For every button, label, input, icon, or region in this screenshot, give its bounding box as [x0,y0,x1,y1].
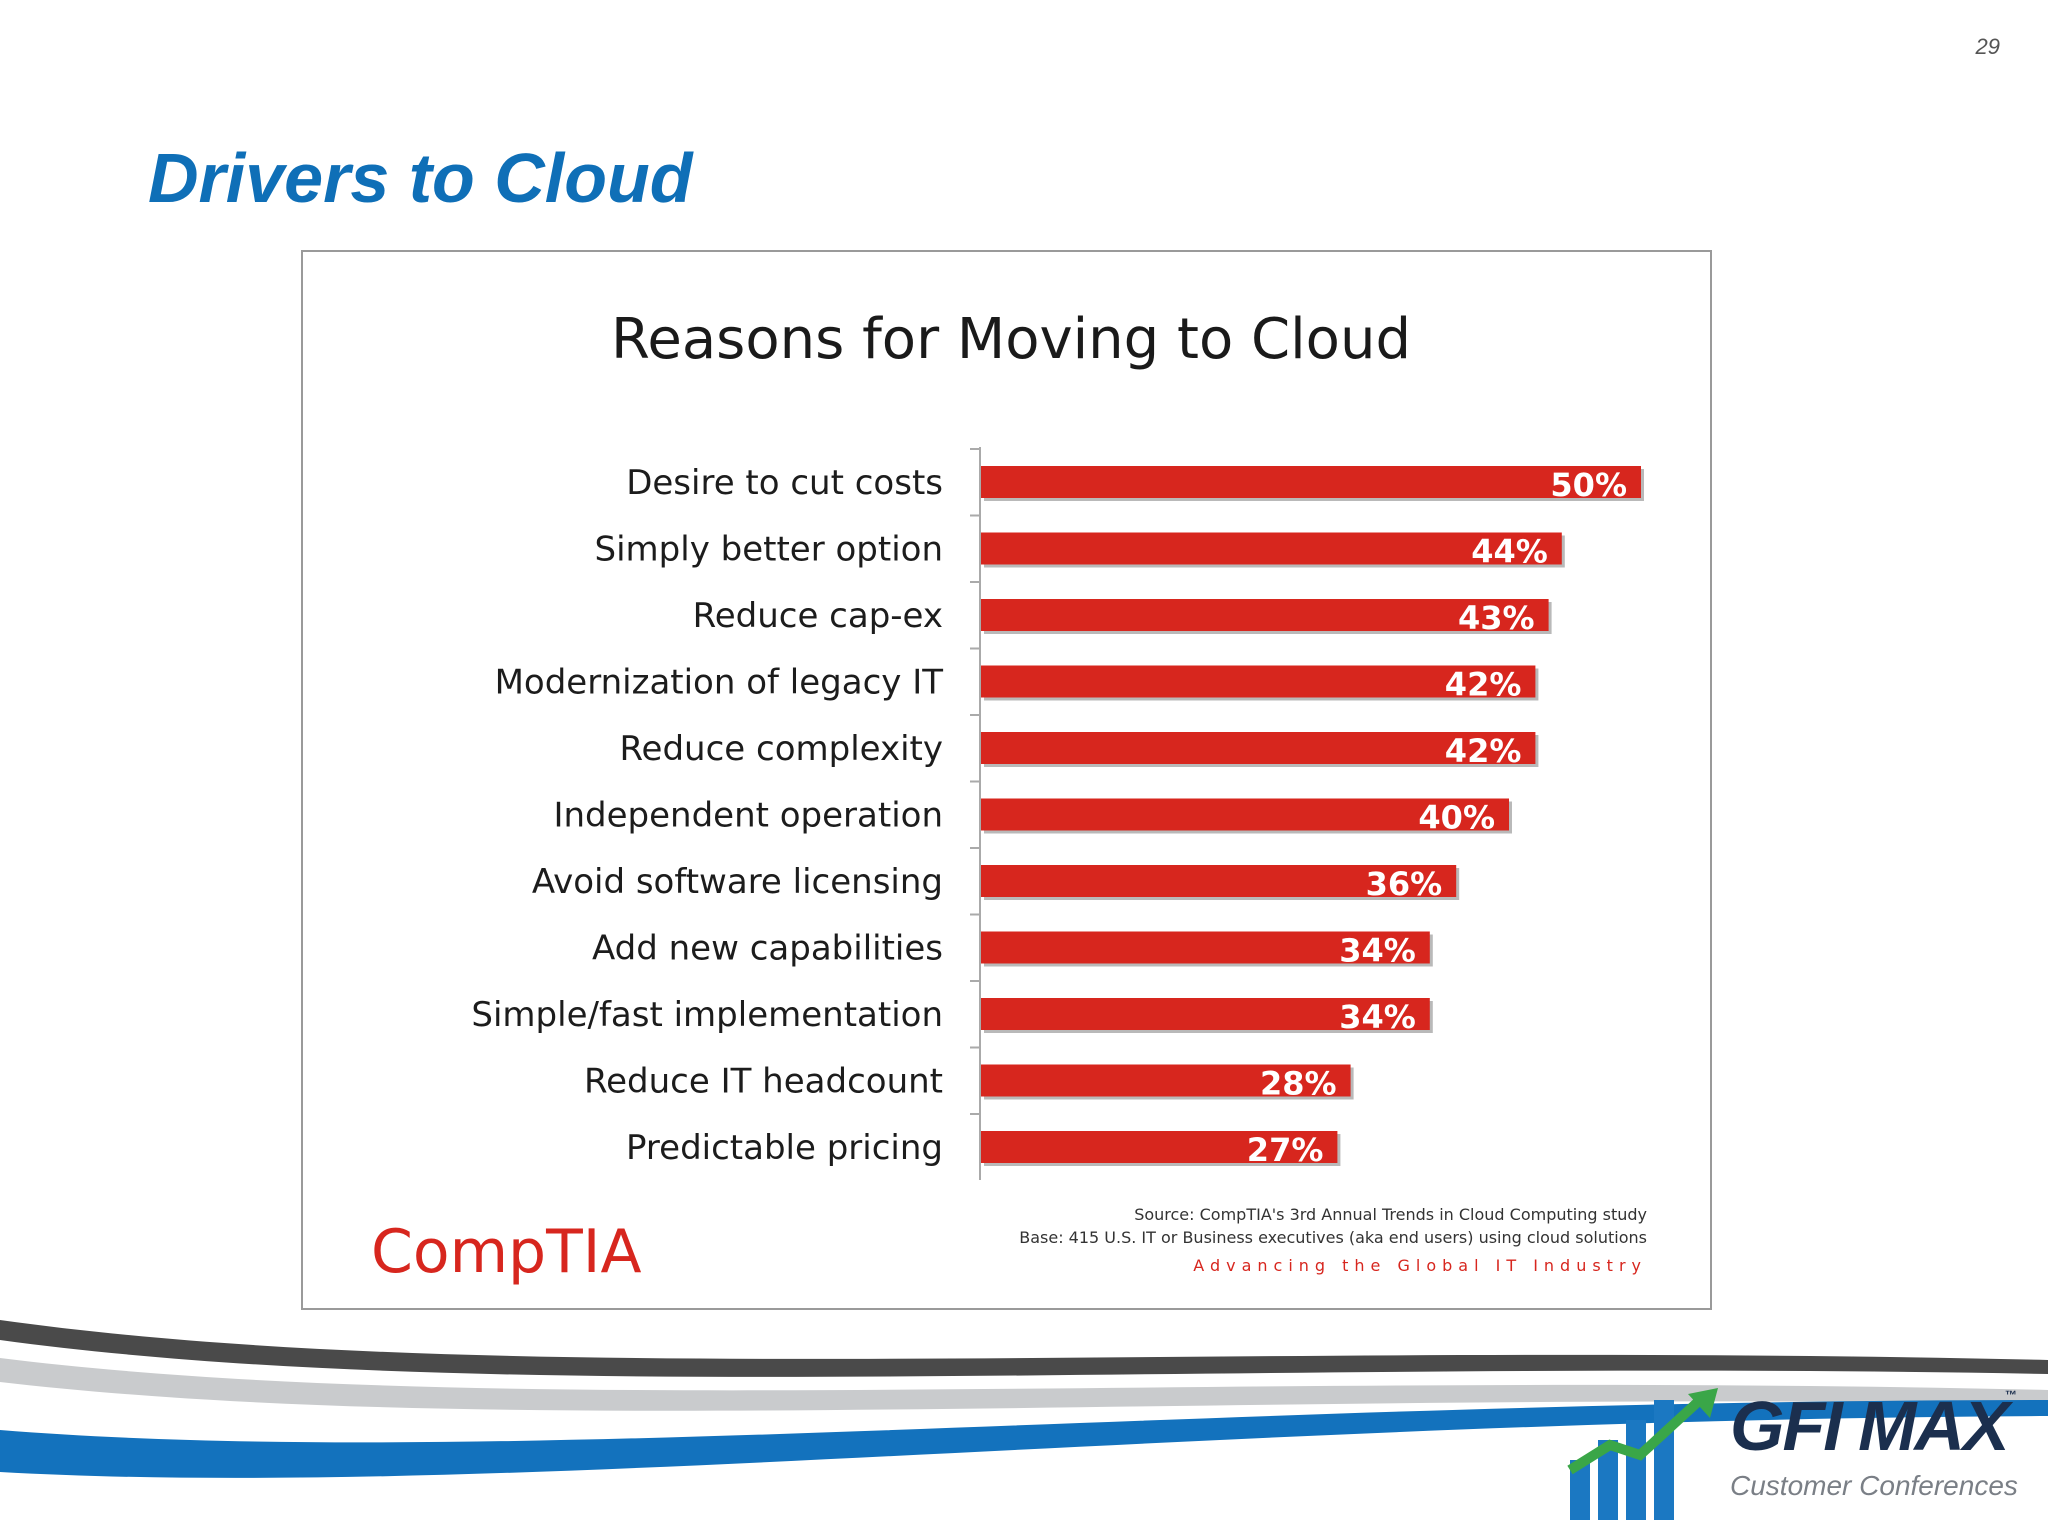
logo-trademark: ™ [2005,1388,2017,1402]
chart-panel: Reasons for Moving to Cloud Desire to cu… [301,250,1712,1310]
slide-title: Drivers to Cloud [148,139,693,217]
bar [981,998,1430,1030]
category-label: Modernization of legacy IT [495,663,944,703]
base-line: Base: 415 U.S. IT or Business executives… [1019,1228,1647,1247]
logo-bars-icon [1567,1388,1718,1520]
logo-wordmark: GFI MAX [1730,1387,2010,1465]
category-label: Add new capabilities [592,929,943,969]
bar [981,599,1549,631]
swoosh-dark-band [0,1320,2048,1377]
bar [981,732,1536,764]
logo-subtitle: Customer Conferences [1730,1470,2018,1501]
page-number: 29 [1975,34,2000,59]
bar [981,532,1562,565]
value-label: 40% [1418,799,1495,837]
category-label: Avoid software licensing [532,862,943,902]
gfi-max-logo: GFI MAX ™ Customer Conferences [1560,1380,2040,1530]
bar [981,931,1430,964]
category-label: Reduce complexity [619,729,943,769]
bar-chart: Reasons for Moving to Cloud Desire to cu… [371,307,1647,1287]
value-label: 34% [1339,932,1416,970]
category-label: Reduce IT headcount [584,1062,943,1102]
bar [981,1064,1351,1097]
bar [981,665,1536,698]
chart-title: Reasons for Moving to Cloud [611,307,1411,372]
bar [981,865,1457,897]
swoosh-blue-band [0,1400,2048,1478]
value-label: 42% [1445,666,1522,704]
bar [981,1131,1338,1163]
bars-layer: Desire to cut costs 50% Simply better opti… [471,448,1644,1169]
bar [981,798,1509,831]
category-label: Simply better option [595,530,943,570]
source-line: Source: CompTIA's 3rd Annual Trends in C… [1134,1205,1647,1224]
footer-swoosh [0,1320,2048,1478]
category-label: Desire to cut costs [626,463,943,503]
value-label: 44% [1471,533,1548,571]
comptia-logo: CompTIA [371,1217,642,1287]
swoosh-grey-band [0,1358,2048,1411]
category-label: Simple/fast implementation [471,995,943,1035]
bar [981,466,1641,498]
value-label: 43% [1458,599,1535,637]
value-label: 42% [1445,732,1522,770]
value-label: 34% [1339,998,1416,1036]
comptia-tagline: Advancing the Global IT Industry [1193,1256,1647,1275]
category-label: Independent operation [553,796,943,836]
value-label: 50% [1550,466,1627,504]
value-label: 27% [1247,1131,1324,1169]
category-label: Predictable pricing [626,1128,943,1168]
value-label: 36% [1366,865,1443,903]
value-label: 28% [1260,1065,1337,1103]
category-label: Reduce cap-ex [693,596,943,636]
